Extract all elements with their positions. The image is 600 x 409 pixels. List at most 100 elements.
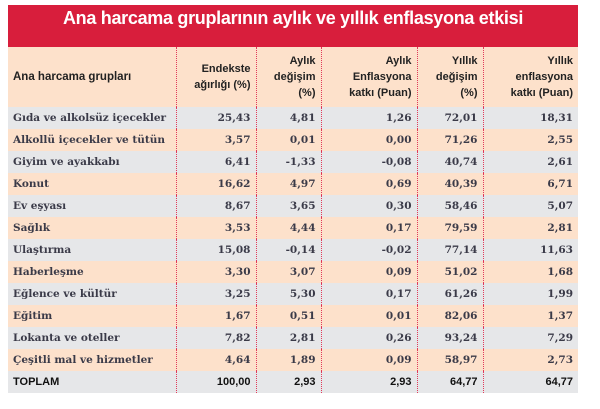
cell-group-name: Alkollü içecekler ve tütün — [8, 129, 176, 151]
header-line: Endekste — [201, 63, 251, 75]
cell-weight: 4,64 — [175, 349, 256, 371]
inflation-table-figure: Ana harcama gruplarının aylık ve yıllık … — [8, 5, 578, 393]
cell-annual-change: 77,14 — [416, 239, 483, 261]
cell-monthly-contribution: 0,09 — [320, 349, 417, 371]
cell-monthly-change: 1,89 — [255, 349, 321, 371]
cell-weight: 25,43 — [175, 107, 256, 129]
cell-monthly-change: 2,81 — [255, 327, 321, 349]
cell-group-name: Giyim ve ayakkabı — [8, 151, 176, 173]
cell-group-name: Gıda ve alkolsüz içecekler — [8, 107, 176, 129]
header-line: katkı (Puan) — [510, 87, 573, 99]
table-row: Gıda ve alkolsüz içecekler 25,43 4,81 1,26 7… — [8, 107, 578, 129]
cell-monthly-change: 4,81 — [255, 107, 321, 129]
table-title: Ana harcama gruplarının aylık ve yıllık … — [8, 5, 578, 47]
cell-monthly-change: 3,65 — [255, 195, 321, 217]
cell-monthly-change: 4,97 — [255, 173, 321, 195]
cell-annual-contribution: 5,07 — [482, 195, 578, 217]
cell-annual-contribution: 7,29 — [482, 327, 578, 349]
cell-monthly-contribution: 0,30 — [320, 195, 417, 217]
cell-monthly-contribution: 0,26 — [320, 327, 417, 349]
cell-group-name: Sağlık — [8, 217, 176, 239]
table-row: Eğitim 1,67 0,51 0,01 82,06 1,37 — [8, 305, 578, 327]
cell-annual-contribution: 18,31 — [482, 107, 578, 129]
header-line: katkı (Puan) — [349, 87, 412, 99]
table-row: Eğlence ve kültür 3,25 5,30 0,17 61,26 1,99 — [8, 283, 578, 305]
cell-monthly-change: -0,14 — [255, 239, 321, 261]
cell-annual-contribution: 2,81 — [482, 217, 578, 239]
cell-weight: 6,41 — [175, 151, 256, 173]
cell-monthly-change: 4,44 — [255, 217, 321, 239]
cell-annual-contribution: 2,55 — [482, 129, 578, 151]
header-monthly-contribution: Aylık Enflasyona katkı (Puan) — [320, 47, 417, 107]
total-group-name: TOPLAM — [8, 371, 176, 393]
cell-monthly-contribution: 0,69 — [320, 173, 417, 195]
header-line: Yıllık — [451, 55, 478, 67]
cell-monthly-change: 0,01 — [255, 129, 321, 151]
cell-annual-contribution: 6,71 — [482, 173, 578, 195]
cell-monthly-contribution: -0,02 — [320, 239, 417, 261]
cell-weight: 16,62 — [175, 173, 256, 195]
table-row: Ulaştırma 15,08 -0,14 -0,02 77,14 11,63 — [8, 239, 578, 261]
cell-annual-change: 51,02 — [416, 261, 483, 283]
cell-annual-change: 58,97 — [416, 349, 483, 371]
table-row: Ev eşyası 8,67 3,65 0,30 58,46 5,07 — [8, 195, 578, 217]
table-row: Lokanta ve oteller 7,82 2,81 0,26 93,24 7,29 — [8, 327, 578, 349]
header-line: Aylık — [289, 55, 316, 67]
cell-monthly-contribution: 0,00 — [320, 129, 417, 151]
header-monthly-change: Aylık değişim (%) — [255, 47, 321, 107]
cell-weight: 3,25 — [175, 283, 256, 305]
cell-annual-contribution: 1,37 — [482, 305, 578, 327]
header-annual-contribution: Yıllık enflasyona katkı (Puan) — [482, 47, 578, 107]
table-row: Sağlık 3,53 4,44 0,17 79,59 2,81 — [8, 217, 578, 239]
cell-group-name: Çeşitli mal ve hizmetler — [8, 349, 176, 371]
table-row: Konut 16,62 4,97 0,69 40,39 6,71 — [8, 173, 578, 195]
cell-group-name: Eğlence ve kültür — [8, 283, 176, 305]
cell-group-name: Eğitim — [8, 305, 176, 327]
inflation-table: Ana harcama grupları Endekste ağırlığı (%)… — [8, 47, 578, 393]
header-group: Ana harcama grupları — [8, 47, 176, 107]
cell-weight: 3,57 — [175, 129, 256, 151]
header-line: değişim — [273, 71, 316, 83]
cell-annual-contribution: 11,63 — [482, 239, 578, 261]
cell-weight: 7,82 — [175, 327, 256, 349]
cell-monthly-change: -1,33 — [255, 151, 321, 173]
cell-group-name: Lokanta ve oteller — [8, 327, 176, 349]
header-line: Yıllık — [547, 55, 573, 67]
cell-annual-change: 79,59 — [416, 217, 483, 239]
header-line: Enflasyona — [352, 71, 412, 83]
cell-monthly-change: 3,07 — [255, 261, 321, 283]
cell-annual-change: 72,01 — [416, 107, 483, 129]
header-line: ağırlığı (%) — [194, 79, 251, 91]
total-monthly-contribution: 2,93 — [320, 371, 417, 393]
cell-annual-change: 61,26 — [416, 283, 483, 305]
cell-monthly-contribution: 0,17 — [320, 283, 417, 305]
table-row: Haberleşme 3,30 3,07 0,09 51,02 1,68 — [8, 261, 578, 283]
cell-annual-change: 93,24 — [416, 327, 483, 349]
cell-annual-contribution: 1,99 — [482, 283, 578, 305]
cell-annual-change: 71,26 — [416, 129, 483, 151]
header-line: Aylık — [385, 55, 412, 67]
total-annual-contribution: 64,77 — [482, 371, 578, 393]
cell-monthly-contribution: 1,26 — [320, 107, 417, 129]
cell-weight: 15,08 — [175, 239, 256, 261]
table-row: Çeşitli mal ve hizmetler 4,64 1,89 0,09 58,9… — [8, 349, 578, 371]
total-monthly-change: 2,93 — [255, 371, 321, 393]
cell-weight: 3,30 — [175, 261, 256, 283]
cell-group-name: Haberleşme — [8, 261, 176, 283]
cell-annual-contribution: 1,68 — [482, 261, 578, 283]
cell-weight: 3,53 — [175, 217, 256, 239]
header-line: enflasyona — [515, 71, 573, 83]
table-row: Giyim ve ayakkabı 6,41 -1,33 -0,08 40,74 2,61 — [8, 151, 578, 173]
cell-annual-change: 40,39 — [416, 173, 483, 195]
cell-annual-contribution: 2,73 — [482, 349, 578, 371]
header-line: değişim — [435, 71, 478, 83]
cell-weight: 1,67 — [175, 305, 256, 327]
cell-monthly-change: 0,51 — [255, 305, 321, 327]
cell-annual-contribution: 2,61 — [482, 151, 578, 173]
header-annual-change: Yıllık değişim (%) — [416, 47, 483, 107]
cell-annual-change: 82,06 — [416, 305, 483, 327]
cell-monthly-change: 5,30 — [255, 283, 321, 305]
cell-group-name: Konut — [8, 173, 176, 195]
cell-annual-change: 40,74 — [416, 151, 483, 173]
cell-annual-change: 58,46 — [416, 195, 483, 217]
